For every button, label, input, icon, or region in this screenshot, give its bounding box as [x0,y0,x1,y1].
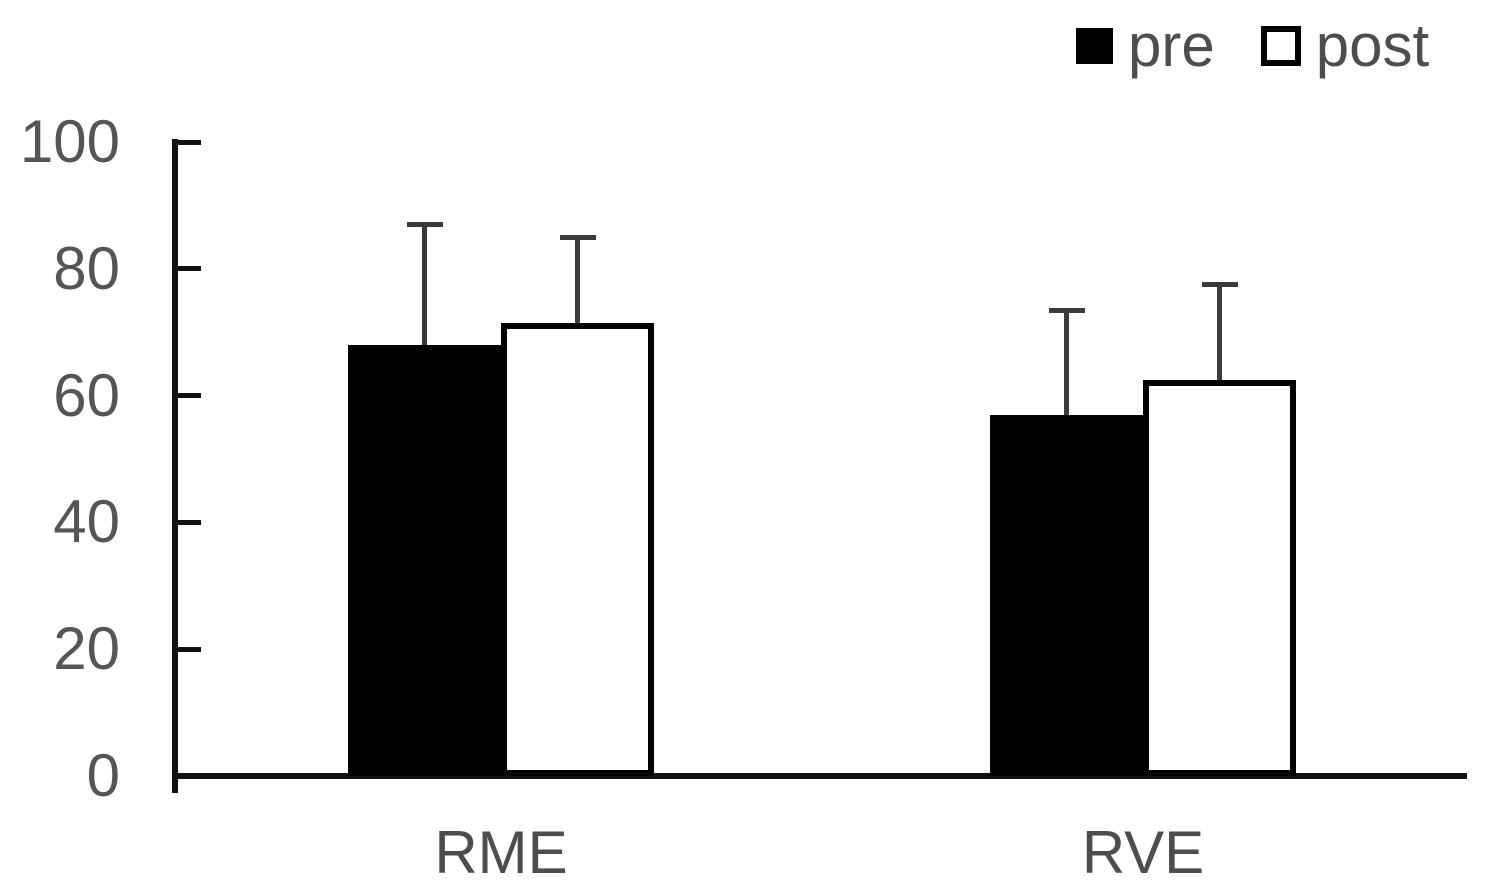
y-tick-label: 80 [53,234,120,302]
legend-label-pre: pre [1128,12,1215,79]
y-tick [175,266,201,272]
category-label-rve: RVE [1081,819,1205,886]
bar-rve-pre [990,414,1143,776]
legend-swatch-pre-icon [1076,28,1113,64]
y-tick [175,393,201,399]
y-axis-line [172,139,178,793]
error-bar-cap-rve-post [1201,282,1238,288]
y-tick [175,646,201,652]
chart-legend: pre post [1076,14,1429,78]
y-tick [175,139,201,145]
y-tick-label: 0 [86,742,120,809]
y-tick [175,519,201,525]
y-tick-label: 40 [53,488,120,556]
y-tick-label: 100 [19,108,120,175]
x-axis-line [172,773,1467,779]
error-bar-line-rme-pre [422,224,427,345]
category-label-rme: RME [434,819,568,886]
error-bar-line-rve-post [1217,284,1222,380]
legend-item-pre: pre [1076,14,1215,78]
bar-rme-post [501,322,654,776]
error-bar-line-rme-post [575,237,580,323]
bar-rve-post [1143,379,1296,776]
error-bar-cap-rme-post [559,234,596,240]
legend-label-post: post [1315,12,1430,79]
legend-item-post: post [1260,12,1430,79]
error-bar-cap-rve-pre [1048,307,1085,313]
y-tick-label: 20 [53,615,120,683]
legend-swatch-post-icon [1260,26,1301,66]
bar-rme-pre [348,344,501,776]
y-tick-label: 60 [53,361,120,429]
error-bar-line-rve-pre [1064,310,1069,415]
error-bar-cap-rme-pre [406,221,443,227]
